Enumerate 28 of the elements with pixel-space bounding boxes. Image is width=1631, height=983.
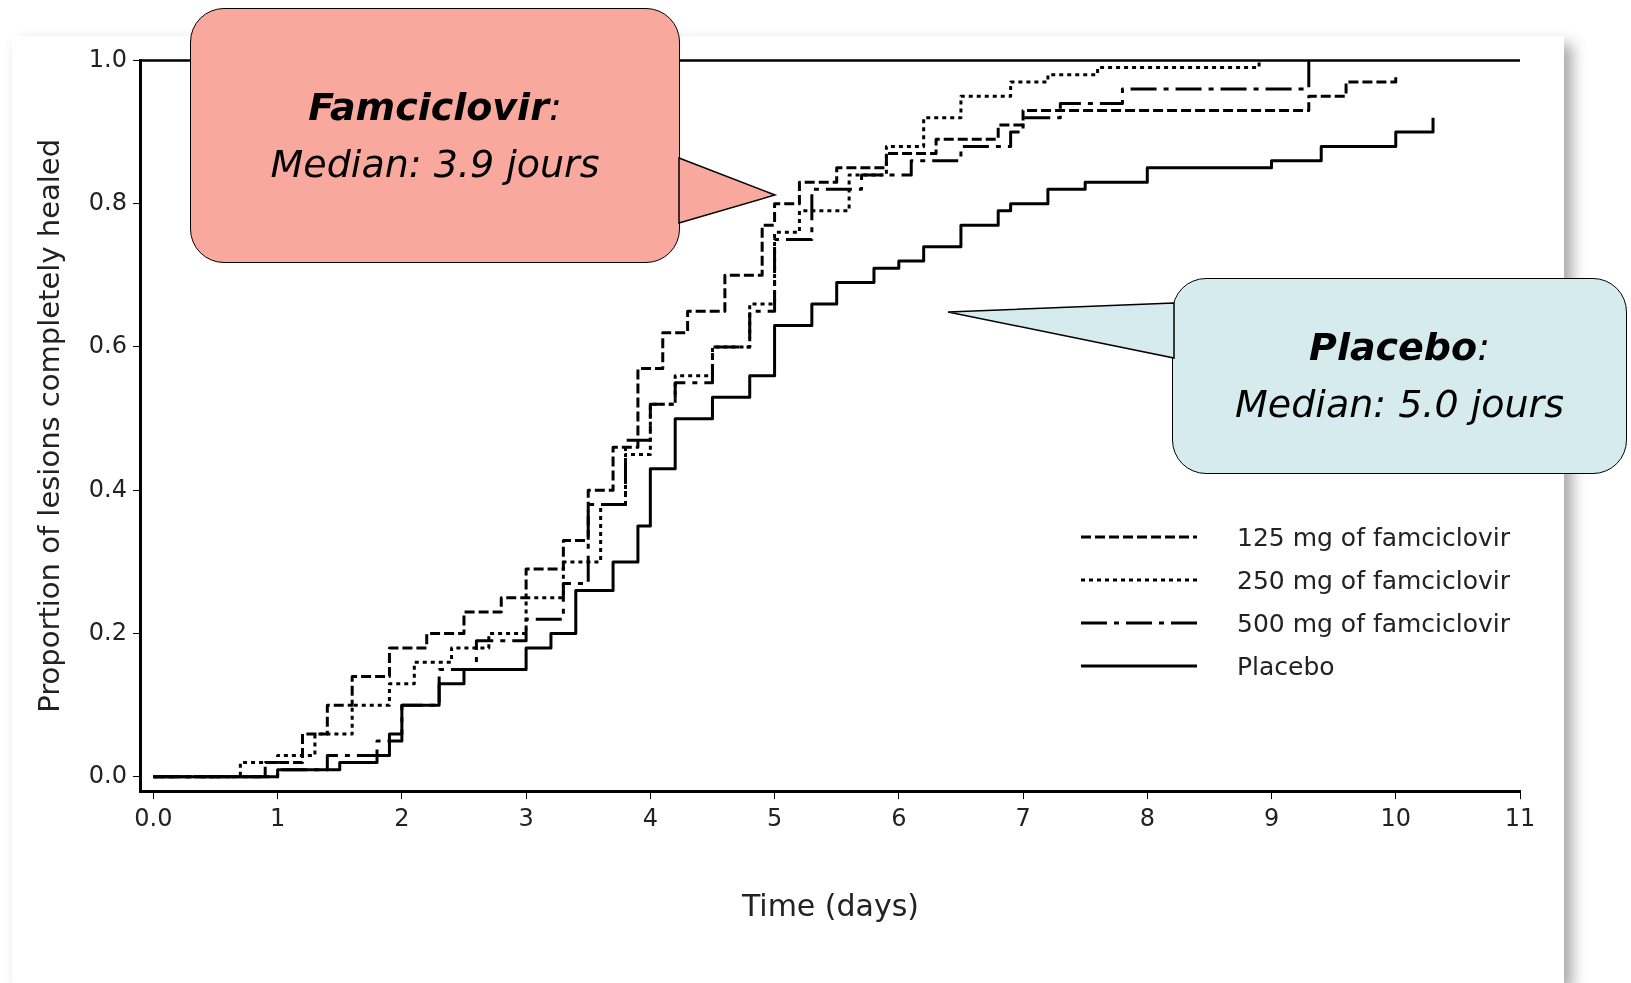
legend-label: 500 mg of famciclovir [1237,608,1511,638]
x-tick-label: 1 [269,803,286,832]
x-tick-label: 5 [766,803,783,832]
y-tick-label: 1.0 [88,44,127,73]
legend-label: Placebo [1237,651,1335,681]
x-tick-label: 2 [394,803,410,832]
x-tick-label: 9 [1263,803,1280,832]
x-tick-label: 11 [1504,803,1536,832]
x-axis-title: Time (days) [740,887,920,923]
speech-bubble: Famciclovir: Median: 3.9 jours [190,8,680,263]
speech-bubble: Placebo: Median: 5.0 jours [1172,278,1627,474]
legend-label: 125 mg of famciclovir [1237,522,1511,552]
y-tick-label: 0.2 [88,617,127,646]
x-tick-label: 4 [642,803,658,832]
y-tick-label: 0.4 [88,474,127,503]
y-tick-label: 0.8 [88,187,127,216]
x-tick-label: 3 [518,803,534,832]
x-tick-label: 6 [891,803,907,832]
annotation: Famciclovir: Median: 3.9 jours [269,83,601,188]
y-tick-label: 0.0 [88,761,127,790]
x-tick-label: 0.0 [134,803,173,832]
x-tick-label: 7 [1015,803,1031,832]
y-axis-title: Proportion of lesions completely healed [31,138,66,713]
legend-label: 250 mg of famciclovir [1237,565,1511,595]
x-tick-label: 8 [1139,803,1155,832]
x-tick-label: 10 [1380,803,1412,832]
annotation: Placebo: Median: 5.0 jours [1234,324,1565,428]
y-tick-label: 0.6 [88,331,127,360]
